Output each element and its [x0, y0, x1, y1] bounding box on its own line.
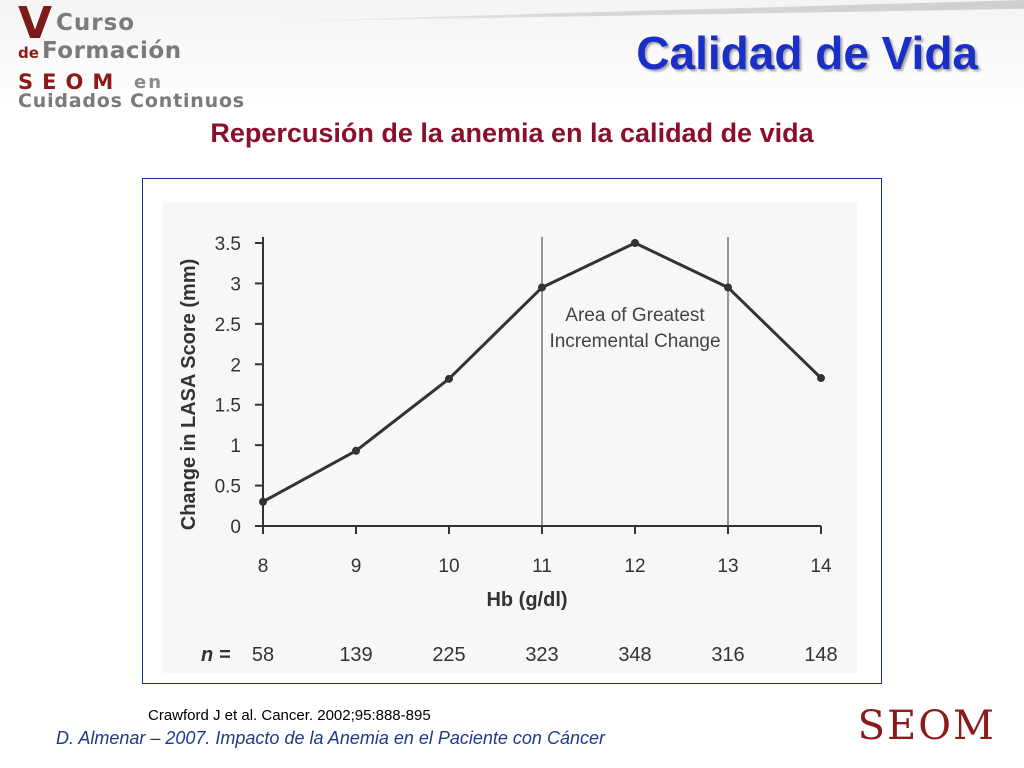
- data-point: [259, 497, 267, 506]
- data-point: [352, 446, 360, 455]
- y-tick-label: 3.5: [215, 234, 241, 255]
- n-value: 58: [252, 644, 274, 666]
- slide-subtitle: Repercusión de la anemia en la calidad d…: [210, 118, 814, 148]
- x-tick-label: 14: [810, 556, 832, 577]
- annotation-label: Incremental Change: [549, 331, 720, 352]
- y-tick-label: 2.5: [215, 315, 241, 336]
- header-band: [0, 0, 1024, 110]
- n-label: n =: [201, 644, 231, 666]
- logo-en: en: [134, 72, 164, 93]
- logo-formacion: Formación: [42, 38, 182, 64]
- y-axis-label: Change in LASA Score (mm): [178, 259, 200, 531]
- x-tick-label: 9: [351, 556, 362, 577]
- n-value: 323: [525, 644, 558, 666]
- chart-panel: [163, 203, 857, 673]
- y-tick-label: 1: [230, 436, 241, 457]
- data-point: [631, 239, 639, 247]
- seom-logo: SEOM: [857, 703, 996, 749]
- footer-author: D. Almenar – 2007. Impacto de la Anemia …: [56, 728, 605, 748]
- x-tick-label: 11: [532, 556, 552, 577]
- logo-curso: Curso: [56, 10, 136, 36]
- data-point: [817, 374, 825, 383]
- logo-de: de: [18, 44, 39, 62]
- x-tick-label: 12: [624, 556, 645, 577]
- n-value: 148: [804, 644, 837, 666]
- x-axis-label: Hb (g/dl): [486, 589, 567, 611]
- course-logo: V Curso de Formación SEOM en Cuidados Co…: [16, 0, 266, 112]
- y-tick-label: 2: [230, 355, 241, 376]
- slide-title: Calidad de Vida: [636, 27, 978, 79]
- n-value: 139: [339, 644, 372, 666]
- lasa-hb-chart: 0 0.5 1 1.5 2 2.5 3 3.5 8 9 10 11 12 13 14 Area of Grea…: [163, 203, 857, 673]
- data-point: [724, 283, 732, 292]
- y-tick-label: 0.5: [215, 477, 241, 498]
- y-tick-label: 1.5: [215, 396, 241, 417]
- data-point: [445, 374, 453, 383]
- n-value: 225: [432, 644, 465, 666]
- x-tick-label: 13: [717, 556, 738, 577]
- y-tick-label: 3: [230, 274, 241, 295]
- logo-cuidados: Cuidados Continuos: [18, 90, 245, 112]
- data-point: [538, 283, 546, 292]
- y-tick-label: 0: [230, 517, 241, 538]
- logo-v: V: [18, 0, 53, 49]
- n-value: 316: [711, 644, 744, 666]
- annotation-label: Area of Greatest: [565, 305, 705, 326]
- n-value: 348: [618, 644, 651, 666]
- logo-seom: SEOM: [18, 70, 123, 94]
- chart-frame: 0 0.5 1 1.5 2 2.5 3 3.5 8 9 10 11 12 13 14 Area of Grea…: [142, 178, 882, 684]
- x-tick-label: 10: [438, 556, 459, 577]
- citation: Crawford J et al. Cancer. 2002;95:888-89…: [148, 707, 431, 724]
- x-tick-label: 8: [258, 556, 269, 577]
